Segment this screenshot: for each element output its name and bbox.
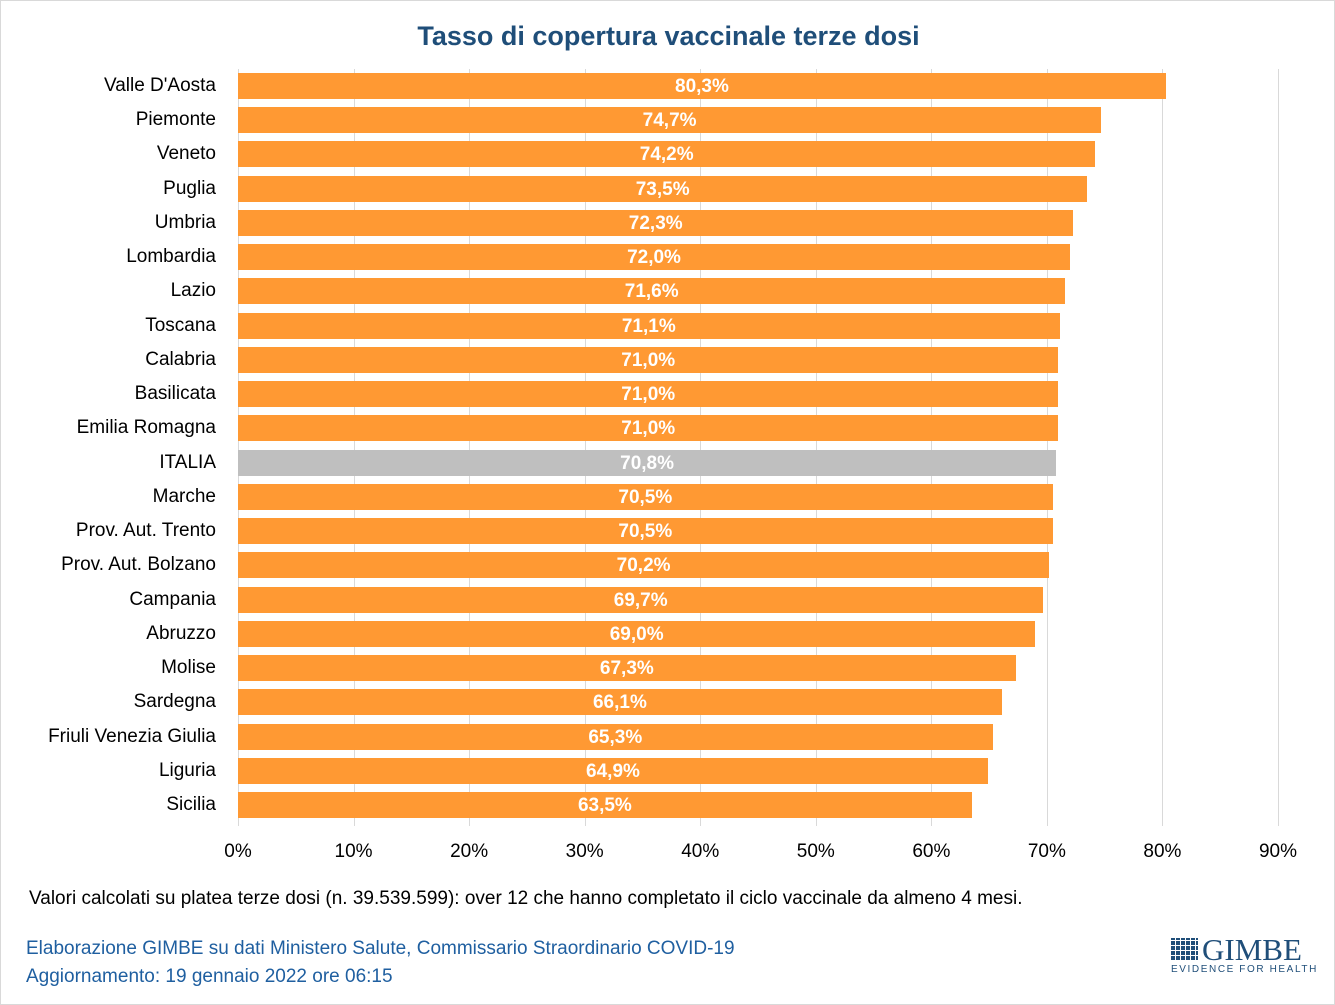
x-tick-label: 50%: [796, 841, 835, 862]
data-label: 71,6%: [624, 281, 679, 303]
gridline: [931, 69, 933, 826]
gridline: [1046, 69, 1048, 826]
category-label: Umbria: [154, 211, 216, 233]
gridline: [469, 69, 471, 826]
data-label: 70,5%: [618, 521, 673, 543]
bar-chart: 0% 10% 20% 30% 40% 50% 60% 70% 80% 90% Valle D'Aos…: [1, 1, 1334, 881]
bar: [238, 449, 1057, 476]
bar: [238, 175, 1088, 202]
bar: [238, 655, 1016, 682]
bar: [238, 483, 1053, 510]
bar: [238, 278, 1066, 305]
category-label: Prov. Aut. Trento: [75, 520, 216, 542]
logo-wordmark: GIMBE: [1202, 932, 1302, 967]
category-label: Abruzzo: [146, 622, 216, 644]
category-label: Puglia: [163, 177, 216, 199]
data-label: 80,3%: [675, 76, 729, 97]
category-label: Sicilia: [166, 794, 216, 815]
x-tick-label: 60%: [912, 841, 951, 862]
bar: [238, 244, 1070, 271]
category-label: Lazio: [170, 280, 216, 302]
chart-title: Tasso di copertura vaccinale terze dosi: [417, 21, 920, 51]
category-label: Molise: [161, 657, 216, 679]
category-label: Marche: [152, 485, 216, 507]
x-tick-label: 90%: [1258, 841, 1298, 862]
data-label: 71,0%: [621, 349, 676, 371]
bar: [238, 586, 1044, 613]
x-tick-label: 80%: [1143, 841, 1182, 862]
data-label: 69,7%: [613, 589, 668, 611]
gridline: [815, 69, 817, 826]
bar: [238, 757, 988, 784]
bar: [238, 620, 1036, 647]
gridline: [1278, 69, 1279, 826]
category-label: Calabria: [145, 348, 216, 370]
bar: [238, 415, 1059, 442]
x-tick-label: 10%: [334, 841, 373, 862]
data-label: 70,8%: [620, 452, 674, 474]
gridline: [584, 69, 586, 826]
x-tick-label: 30%: [565, 841, 604, 862]
category-label: Valle D'Aosta: [103, 75, 216, 96]
category-label: Prov. Aut. Bolzano: [61, 554, 216, 576]
category-label: Veneto: [156, 143, 216, 165]
bar: [238, 792, 972, 818]
category-label: Campania: [129, 588, 216, 610]
data-label: 65,3%: [588, 726, 643, 748]
category-label: Friuli Venezia Giulia: [48, 725, 216, 747]
x-tick-label: 0%: [224, 841, 252, 862]
gridline: [700, 69, 702, 826]
data-label: 66,1%: [592, 692, 647, 714]
source-text: Elaborazione GIMBE su dati Ministero Sal…: [26, 938, 735, 959]
bar: [238, 107, 1102, 134]
data-label: 72,3%: [628, 212, 683, 234]
data-label: 70,2%: [616, 555, 671, 577]
data-label: 70,5%: [618, 486, 673, 508]
x-tick-label: 70%: [1027, 841, 1066, 862]
category-label: Sardegna: [133, 691, 216, 713]
category-label: ITALIA: [159, 451, 216, 473]
data-label: 69,0%: [609, 623, 664, 645]
logo-grid-icon: [1171, 938, 1198, 960]
bar: [238, 689, 1002, 716]
bar: [238, 518, 1053, 545]
data-label: 71,1%: [621, 315, 676, 337]
gridline: [238, 69, 239, 826]
category-label: Piemonte: [135, 109, 216, 131]
category-label: Liguria: [158, 759, 216, 781]
data-label: 74,7%: [642, 110, 697, 132]
category-label: Lombardia: [126, 246, 216, 268]
data-label: 64,9%: [586, 760, 640, 782]
data-label: 72,0%: [627, 247, 681, 269]
data-label: 63,5%: [577, 795, 632, 816]
update-text: Aggiornamento: 19 gennaio 2022 ore 06:15: [26, 966, 393, 987]
bar: [238, 209, 1074, 236]
footnote: Valori calcolati su platea terze dosi (n…: [29, 888, 1023, 909]
bar: [238, 141, 1096, 168]
x-tick-label: 20%: [450, 841, 489, 862]
category-label: Toscana: [145, 314, 216, 336]
bar: [238, 381, 1059, 408]
data-label: 71,0%: [621, 418, 676, 440]
bar: [238, 723, 993, 750]
bar: [238, 552, 1050, 579]
gimbe-logo: GIMBE EVIDENCE FOR HEALTH: [1169, 932, 1316, 976]
category-label: Basilicata: [134, 383, 216, 405]
logo-tagline: EVIDENCE FOR HEALTH: [1171, 964, 1318, 975]
data-label: 73,5%: [635, 178, 690, 200]
bar: [238, 346, 1059, 373]
bar: [238, 73, 1166, 99]
data-label: 74,2%: [639, 144, 694, 166]
x-tick-label: 40%: [681, 841, 720, 862]
gridline: [353, 69, 355, 826]
data-label: 67,3%: [599, 658, 654, 680]
bar: [238, 312, 1060, 339]
data-label: 71,0%: [621, 384, 676, 406]
category-label: Emilia Romagna: [76, 417, 216, 439]
gridline: [1162, 69, 1164, 826]
